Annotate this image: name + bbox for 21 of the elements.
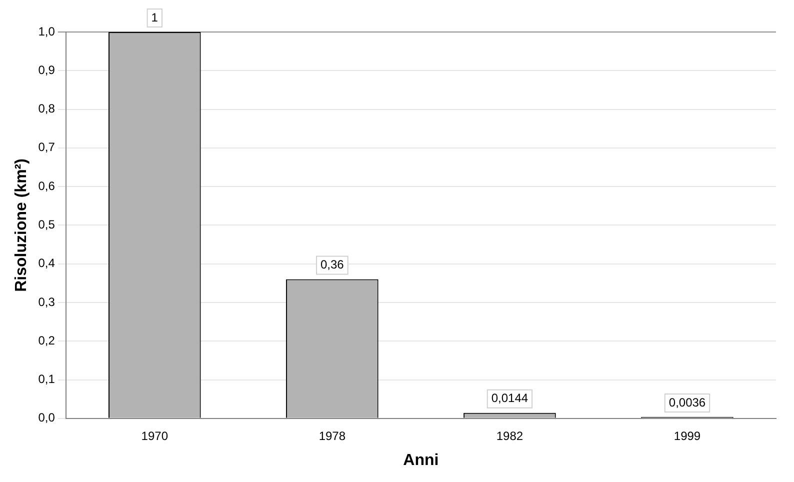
y-tick-label: 0,5 [38,218,56,232]
y-tick-label: 0,2 [38,333,56,348]
y-tick-label: 0,3 [38,294,56,309]
data-label: 0,0036 [668,395,706,410]
data-label: 0,0144 [491,391,528,406]
y-tick-label: 1,0 [38,24,56,38]
y-tick-label: 0,4 [38,256,56,270]
data-label: 1 [151,10,158,24]
y-tick-label: 0,0 [38,410,56,425]
y-tick-label: 0,7 [38,140,56,154]
x-tick-label: 1999 [674,428,701,443]
y-axis-title: Risoluzione (km²) [13,158,30,292]
x-tick-label: 1978 [318,428,346,443]
y-tick-label: 0,6 [38,178,56,193]
y-tick-label: 0,8 [38,102,56,116]
x-tick-label: 1970 [141,428,168,443]
y-tick-label: 0,9 [38,62,56,77]
y-tick-label: 0,1 [38,372,56,386]
x-tick-label: 1982 [496,428,524,443]
x-axis-title: Anni [403,452,439,469]
data-label: 0,36 [320,258,344,272]
